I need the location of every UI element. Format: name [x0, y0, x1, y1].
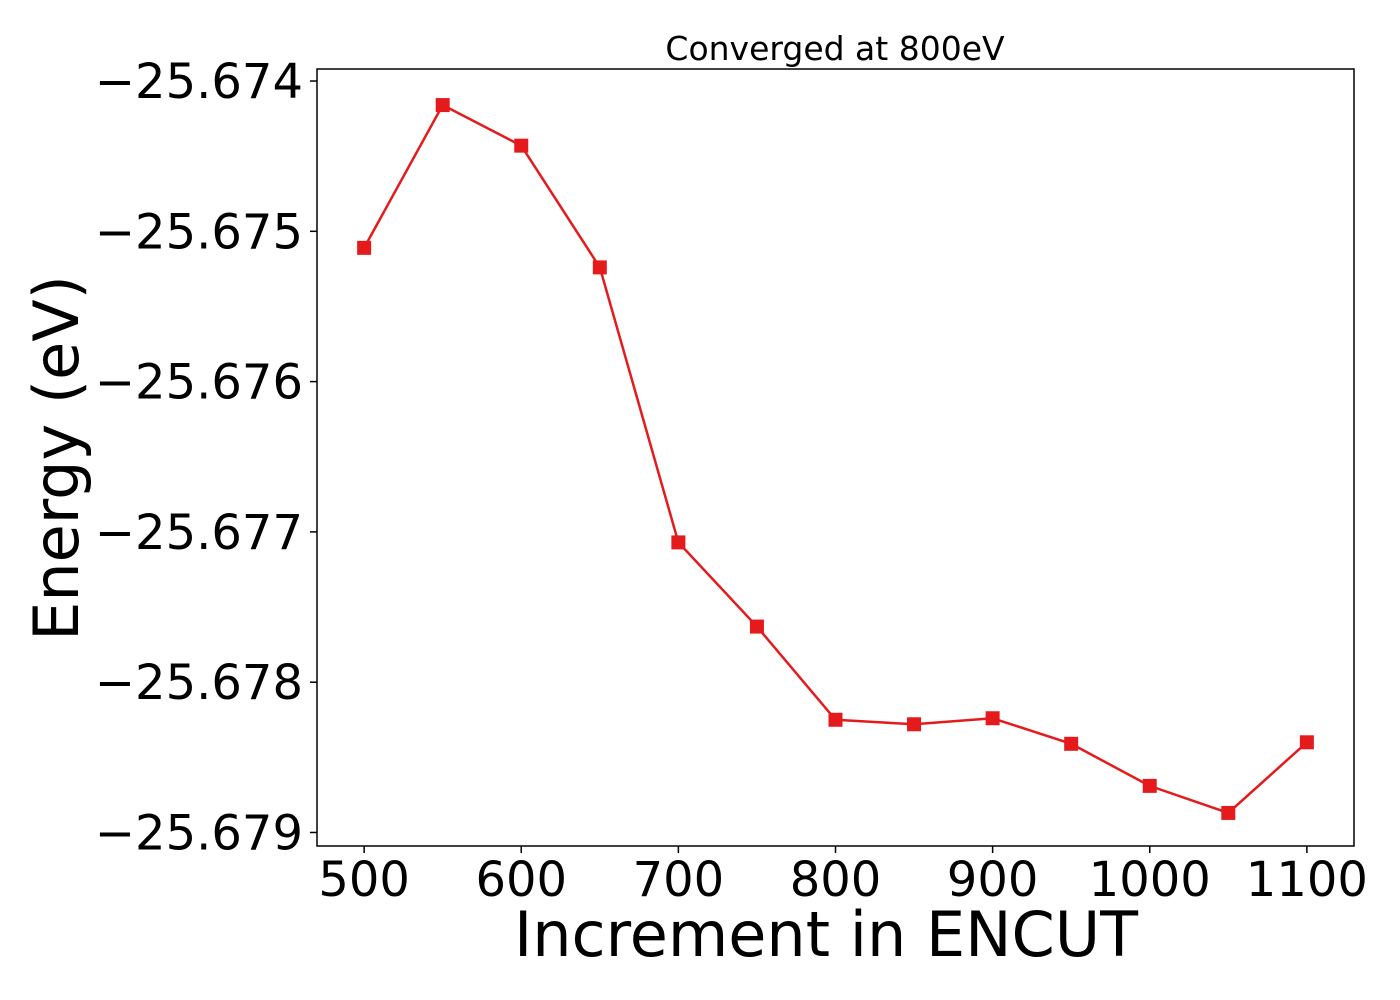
chart-title: Converged at 800eV	[665, 29, 1005, 68]
data-point-marker	[435, 98, 450, 113]
data-point-marker	[985, 711, 1000, 726]
data-point-marker	[592, 260, 607, 275]
x-tick-label: 700	[633, 852, 725, 908]
data-point-marker	[828, 712, 843, 727]
plot-frame	[316, 68, 1355, 847]
x-ticks: 500 600 700 800 900 1000 1100	[318, 846, 1368, 908]
y-axis-label: Energy (eV)	[20, 275, 93, 641]
x-tick-label: 800	[790, 852, 882, 908]
y-tick-label: −25.679	[95, 805, 303, 861]
y-tick-label: −25.678	[95, 655, 303, 711]
x-tick-label: 900	[947, 852, 1039, 908]
x-tick-label: 600	[475, 852, 567, 908]
series-line	[363, 103, 1308, 815]
data-point-marker	[749, 619, 764, 634]
data-point-marker	[1299, 735, 1314, 750]
y-tick-label: −25.675	[95, 204, 303, 260]
data-point-marker	[357, 240, 372, 255]
y-tick-label: −25.676	[95, 355, 303, 411]
y-ticks: −25.674 −25.675 −25.676 −25.677 −25.678 −25.6…	[95, 54, 317, 861]
y-tick-label: −25.677	[95, 505, 303, 561]
x-tick-label: 1100	[1246, 852, 1368, 908]
y-tick-label: −25.674	[95, 54, 303, 110]
data-point-marker	[671, 535, 686, 550]
data-point-marker	[907, 717, 922, 732]
x-tick-label: 500	[318, 852, 410, 908]
x-tick-label: 1000	[1089, 852, 1211, 908]
data-point-marker	[1221, 805, 1236, 820]
plot-layer	[357, 98, 1314, 820]
data-point-marker	[1142, 778, 1157, 793]
data-point-marker	[1064, 736, 1079, 751]
x-axis-label: Increment in ENCUT	[514, 898, 1139, 971]
data-point-marker	[514, 138, 529, 153]
